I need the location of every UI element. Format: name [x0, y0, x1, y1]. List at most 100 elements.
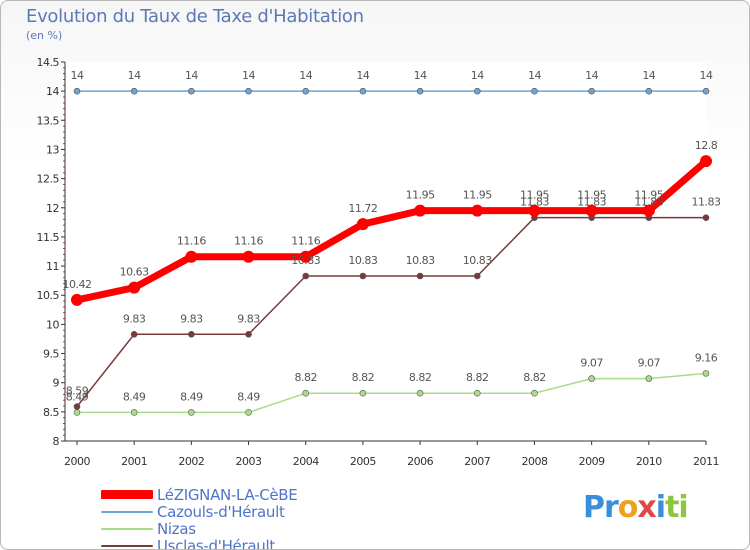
data-point [188, 409, 195, 416]
data-label: 11.72 [348, 202, 377, 215]
legend-swatch-cazouls [101, 511, 153, 513]
data-point [588, 375, 595, 382]
data-label: 11.83 [520, 196, 549, 209]
data-label: 9.83 [123, 312, 146, 325]
y-tick-label: 14.5 [37, 56, 60, 69]
x-tick-label: 2011 [693, 455, 719, 468]
logo-part: x [637, 490, 656, 525]
x-tick-label: 2009 [579, 455, 605, 468]
y-tick-label: 12.5 [37, 173, 60, 186]
data-point [302, 272, 310, 280]
data-label: 10.63 [120, 266, 149, 279]
proxiti-logo: Proxiti [583, 490, 689, 525]
data-label: 12.8 [695, 139, 718, 152]
data-label: 11.16 [177, 235, 206, 248]
x-tick-label: 2003 [236, 455, 262, 468]
data-label: 9.83 [180, 312, 203, 325]
plot-area [65, 62, 706, 441]
data-label: 14 [356, 69, 369, 82]
logo-part: i [655, 490, 666, 525]
data-label: 11.95 [463, 189, 492, 202]
logo-part: o [617, 490, 639, 525]
data-point [702, 87, 710, 95]
series-line [77, 372, 707, 414]
legend-label-cazouls: Cazouls-d'Hérault [157, 503, 285, 521]
data-point [242, 250, 255, 263]
data-label: 10.83 [463, 254, 492, 267]
data-label: 8.82 [294, 371, 317, 384]
y-tick-label: 13.5 [37, 114, 60, 127]
data-point [702, 214, 710, 221]
data-label: 8.82 [523, 371, 546, 384]
legend-label-nizas: Nizas [157, 520, 196, 538]
legend-label-usclas: Usclas-d'Hérault [157, 537, 275, 550]
data-point [130, 409, 138, 416]
data-label: 11.83 [692, 196, 721, 209]
data-point [299, 250, 312, 263]
x-tick-label: 2000 [64, 455, 90, 468]
data-label: 11.95 [577, 189, 606, 202]
y-tick-label: 10.5 [37, 289, 60, 302]
data-point [359, 272, 367, 280]
data-label: 8.49 [123, 390, 146, 403]
data-point [702, 370, 710, 377]
data-point [416, 389, 424, 397]
data-point [585, 204, 598, 217]
data-point [416, 87, 424, 95]
data-point [245, 330, 252, 338]
data-label: 14 [642, 69, 655, 82]
data-label: 11.95 [406, 189, 435, 202]
logo-part: ti [665, 490, 689, 525]
data-point [700, 155, 712, 168]
data-label: 11.16 [291, 235, 320, 248]
logo-part: Pr [583, 490, 619, 525]
data-point [473, 87, 481, 95]
x-tick-label: 2001 [121, 455, 147, 468]
data-point [302, 87, 310, 95]
y-tick-label: 10 [46, 318, 59, 331]
data-label: 14 [528, 69, 541, 82]
series-line [76, 216, 706, 408]
y-tick-label: 8 [53, 435, 60, 448]
legend-swatch-usclas [101, 545, 153, 547]
y-tick-label: 12 [46, 202, 59, 215]
x-tick-label: 2004 [293, 455, 319, 468]
data-label: 14 [242, 69, 255, 82]
data-point [188, 87, 195, 95]
data-point [73, 87, 81, 95]
data-label: 14 [585, 69, 598, 82]
data-point [359, 87, 367, 95]
data-point [188, 330, 195, 338]
data-label: 11.95 [634, 189, 663, 202]
data-point [73, 403, 81, 410]
y-tick-label: 11.5 [37, 231, 60, 244]
data-point [185, 250, 198, 263]
data-point [531, 87, 538, 95]
data-point [473, 272, 481, 280]
data-label: 11.16 [234, 235, 263, 248]
data-point [71, 293, 83, 306]
x-tick-label: 2005 [350, 455, 376, 468]
legend-label-lezignan: LéZIGNAN-LA-CèBE [157, 486, 298, 504]
data-label: 14 [185, 69, 198, 82]
legend-swatch-nizas [101, 528, 153, 530]
series-line [76, 158, 709, 304]
data-point [128, 281, 141, 294]
data-label: 9.16 [695, 351, 718, 364]
data-label: 9.07 [638, 357, 661, 370]
data-point [130, 87, 138, 95]
data-label: 8.49 [66, 390, 89, 403]
data-label: 8.82 [352, 371, 375, 384]
data-point [356, 218, 369, 231]
data-label: 9.07 [580, 357, 603, 370]
data-label: 8.49 [237, 390, 260, 403]
data-label: 14 [700, 69, 713, 82]
data-point [73, 409, 81, 416]
data-point [588, 87, 595, 95]
y-tick-label: 13 [46, 143, 59, 156]
data-point [642, 204, 655, 217]
data-point [130, 330, 138, 338]
x-tick-label: 2008 [521, 455, 547, 468]
data-point [473, 389, 481, 397]
